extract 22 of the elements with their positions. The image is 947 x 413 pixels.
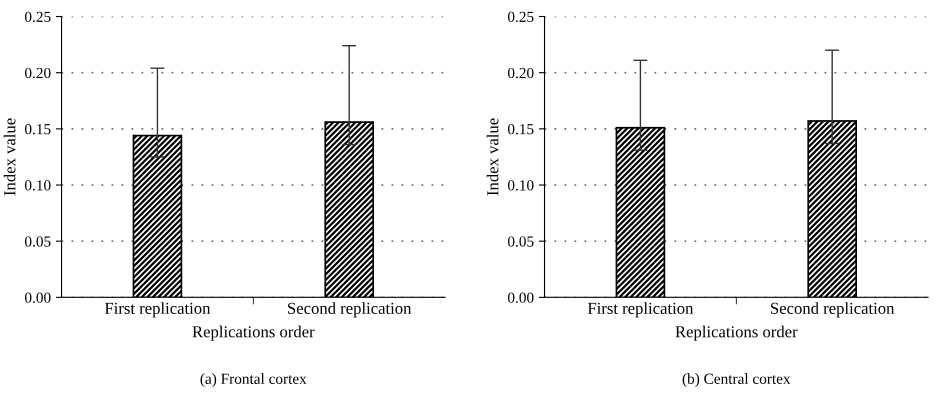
y-tick-label: 0.20 [24,68,51,78]
y-tick-label: 0.00 [508,292,534,303]
text: (a) Frontal cortex [200,373,307,388]
y-axis-title: Index value [486,118,498,196]
y-tick-label: 0.00 [24,292,51,303]
x-axis-title: Replications order [192,326,314,341]
y-tick-label: 0.20 [508,68,534,78]
x-tick-label: First replication [104,302,210,318]
x-tick-label: First replication [588,302,694,318]
y-tick-label: 0.25 [508,12,534,22]
y-tick-label: 0.10 [508,180,534,191]
y-tick-label: 0.15 [508,124,534,134]
text: (b) Central cortex [682,373,790,388]
y-tick-label: 0.05 [24,236,51,247]
y-axis-title: Index value [4,118,16,196]
y-tick-label: 0.05 [508,236,534,247]
y-tick-label: 0.25 [24,12,51,22]
x-axis-title: Replications order [675,326,798,341]
x-tick-label: Second replication [771,302,894,318]
x-tick-label: Second replication [288,302,412,318]
y-tick-label: 0.15 [24,124,51,134]
y-tick-label: 0.10 [24,180,51,191]
